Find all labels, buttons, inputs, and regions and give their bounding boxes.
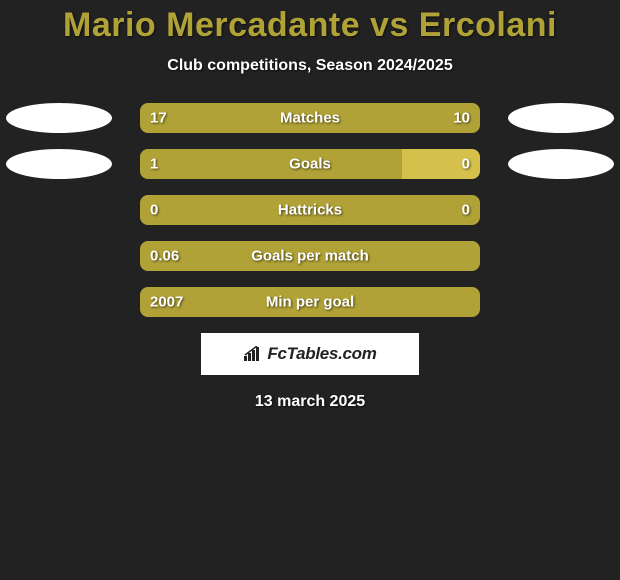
stat-label: Hattricks xyxy=(278,202,342,219)
date-label: 13 march 2025 xyxy=(0,393,620,411)
stat-value-left: 0 xyxy=(150,202,158,219)
stat-label: Goals per match xyxy=(251,248,369,265)
stat-bar-track: Matches 17 10 xyxy=(140,103,480,133)
stat-value-left: 1 xyxy=(150,156,158,173)
chart-icon xyxy=(243,346,263,362)
stat-row: Goals per match 0.06 xyxy=(0,241,620,271)
stat-row: Hattricks 0 0 xyxy=(0,195,620,225)
stat-label: Min per goal xyxy=(266,294,354,311)
player-right-oval xyxy=(508,103,614,133)
watermark-text: FcTables.com xyxy=(267,344,376,364)
player-left-oval xyxy=(6,103,112,133)
page-subtitle: Club competitions, Season 2024/2025 xyxy=(0,57,620,75)
stat-bar-track: Min per goal 2007 xyxy=(140,287,480,317)
stat-label: Matches xyxy=(280,110,340,127)
player-left-oval xyxy=(6,149,112,179)
stat-row: Matches 17 10 xyxy=(0,103,620,133)
stat-value-left: 17 xyxy=(150,110,167,127)
stat-value-left: 0.06 xyxy=(150,248,179,265)
stat-label: Goals xyxy=(289,156,331,173)
stat-value-right: 0 xyxy=(462,156,470,173)
stat-bar-track: Goals per match 0.06 xyxy=(140,241,480,271)
stat-value-right: 10 xyxy=(453,110,470,127)
stat-row: Min per goal 2007 xyxy=(0,287,620,317)
stat-bar-track: Goals 1 0 xyxy=(140,149,480,179)
stat-value-right: 0 xyxy=(462,202,470,219)
site-watermark: FcTables.com xyxy=(201,333,419,375)
stat-value-left: 2007 xyxy=(150,294,183,311)
player-right-oval xyxy=(508,149,614,179)
stat-bar-track: Hattricks 0 0 xyxy=(140,195,480,225)
page-title: Mario Mercadante vs Ercolani xyxy=(0,0,620,45)
stat-bar-left-fill xyxy=(140,149,402,179)
comparison-chart: Matches1710Goals10Hattricks00Goals per m… xyxy=(0,103,620,317)
stat-row: Goals 1 0 xyxy=(0,149,620,179)
